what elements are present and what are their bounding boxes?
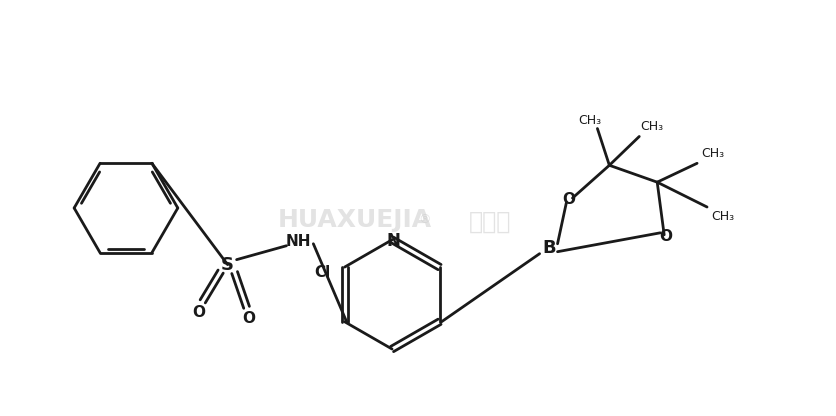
- Text: CH₃: CH₃: [578, 114, 601, 127]
- Text: 化学加: 化学加: [468, 210, 511, 234]
- Text: CH₃: CH₃: [711, 210, 735, 223]
- Text: Cl: Cl: [314, 265, 331, 280]
- Text: O: O: [192, 305, 205, 320]
- Text: O: O: [660, 229, 673, 244]
- Text: NH: NH: [286, 234, 311, 249]
- Text: CH₃: CH₃: [701, 147, 725, 160]
- Text: O: O: [562, 191, 575, 207]
- Text: O: O: [242, 311, 255, 326]
- Text: CH₃: CH₃: [640, 120, 664, 133]
- Text: S: S: [222, 255, 234, 274]
- Text: B: B: [543, 239, 557, 257]
- Text: HUAXUEJIA: HUAXUEJIA: [278, 208, 432, 232]
- Text: ®: ®: [419, 213, 431, 226]
- Text: N: N: [386, 232, 400, 250]
